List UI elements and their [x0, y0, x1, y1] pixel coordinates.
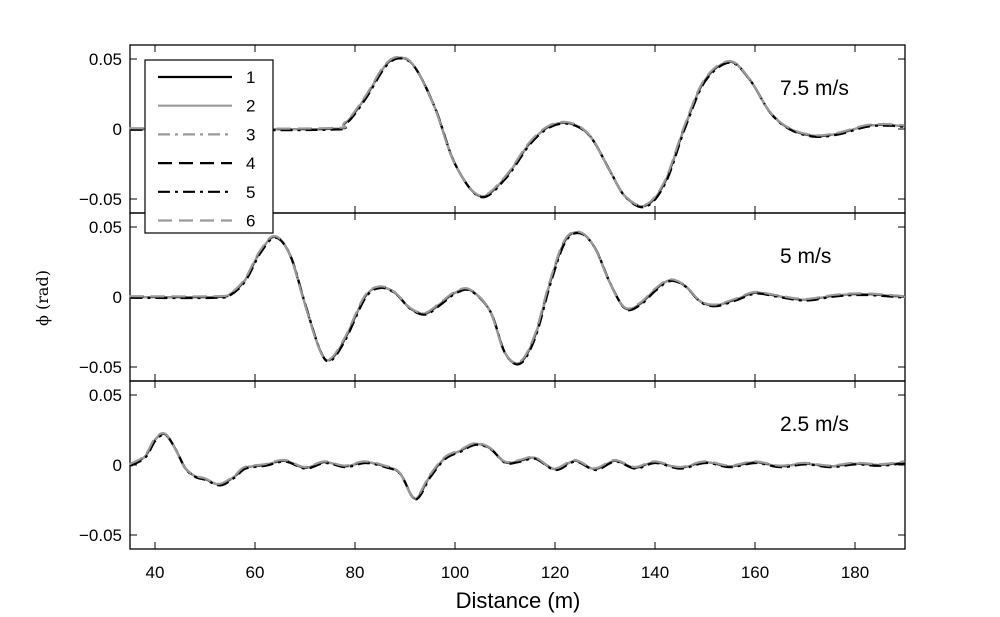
panel-2: −0.05 0 0.05 5 m/s: [79, 212, 906, 382]
x-tick-label: 160: [741, 563, 769, 582]
series-6-line: [128, 431, 905, 499]
legend-item-5: 5: [158, 183, 255, 202]
legend-item-3: 3: [158, 125, 255, 144]
x-tick-label: 140: [641, 563, 669, 582]
y-tick-label: −0.05: [79, 358, 122, 377]
series-5-line: [129, 433, 906, 501]
panels: −0.05 0 0.05 7.5 m/s −0.05 0 0.05 5 m/s −0.05 0 0.…: [79, 44, 906, 550]
legend: 1 2 3 4 5 6: [144, 59, 274, 234]
y-tick-label: 0: [113, 456, 122, 475]
x-axis-label: Distance (m): [456, 588, 581, 613]
legend-label: 1: [246, 68, 255, 87]
x-axis: 40 60 80 100 120 140 160 180: [146, 563, 870, 582]
x-tick-label: 180: [841, 563, 869, 582]
x-tick-label: 60: [246, 563, 265, 582]
legend-label: 3: [246, 125, 255, 144]
x-tick-label: 80: [346, 563, 365, 582]
legend-label: 2: [246, 97, 255, 116]
y-axis-label: ϕ (rad): [33, 270, 52, 326]
x-tick-label: 120: [541, 563, 569, 582]
speed-label: 7.5 m/s: [780, 77, 849, 100]
legend-item-2: 2: [158, 97, 255, 116]
y-tick-label: 0.05: [89, 50, 122, 69]
y-tick-label: 0.05: [89, 386, 122, 405]
y-tick-label: −0.05: [79, 526, 122, 545]
legend-item-4: 4: [158, 154, 255, 173]
y-tick-label: −0.05: [79, 190, 122, 209]
x-tick-label: 100: [441, 563, 469, 582]
speed-label: 5 m/s: [780, 245, 831, 268]
panel-3: −0.05 0 0.05 2.5 m/s: [79, 380, 906, 550]
series-6-line: [129, 55, 905, 207]
y-tick-label: 0.05: [89, 218, 122, 237]
x-tick-label: 40: [146, 563, 165, 582]
legend-label: 5: [246, 183, 255, 202]
legend-box: [144, 59, 274, 234]
speed-label: 2.5 m/s: [780, 413, 849, 436]
y-tick-label: 0: [113, 120, 122, 139]
panel-1: −0.05 0 0.05 7.5 m/s: [79, 44, 906, 214]
legend-label: 4: [246, 154, 255, 173]
legend-label: 6: [246, 212, 255, 231]
y-tick-label: 0: [113, 288, 122, 307]
legend-item-1: 1: [158, 68, 255, 87]
series-5-line: [130, 57, 906, 209]
series-6-line: [129, 230, 905, 364]
legend-item-6: 6: [158, 212, 255, 231]
